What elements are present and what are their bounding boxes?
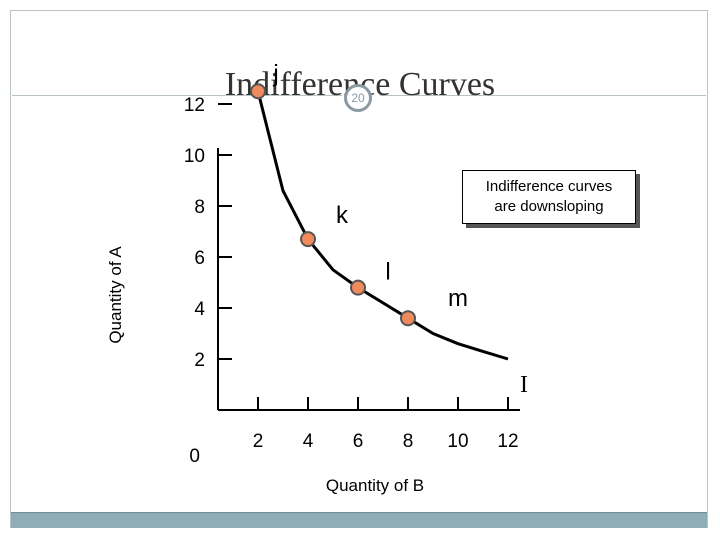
footer-bar [11, 512, 707, 528]
axes: 0 2 4 6 8 10 12 2 4 6 8 10 12 [184, 95, 520, 467]
y-tick-label-0: 0 [189, 446, 200, 467]
y-axis-label: Quantity of A [106, 246, 125, 344]
x-tick-label-12: 12 [497, 431, 518, 452]
curve-group: I [256, 90, 528, 398]
y-tick-label-10: 10 [184, 146, 205, 167]
point-k [300, 231, 316, 248]
y-tick-label-2: 2 [194, 350, 205, 371]
x-tick-label-6: 6 [353, 431, 364, 452]
point-label-k: k [336, 202, 349, 229]
curve-label-I: I [520, 372, 528, 398]
y-tick-label-8: 8 [194, 197, 205, 218]
x-tick-label-4: 4 [303, 431, 314, 452]
title-rule-right [380, 95, 706, 96]
point-label-j: j [272, 60, 278, 87]
title-rule-left [12, 95, 342, 96]
callout-box: Indifference curves are downsloping [462, 170, 636, 224]
y-tick-label-12: 12 [184, 95, 205, 116]
points-group: j k l m [250, 60, 468, 327]
point-m [400, 310, 416, 327]
callout-line1: Indifference curves [485, 178, 613, 195]
y-tick-label-6: 6 [194, 248, 205, 269]
point-label-l: l [385, 259, 390, 286]
point-label-m: m [448, 285, 468, 312]
y-tick-label-4: 4 [194, 299, 205, 320]
indifference-curve [256, 90, 509, 361]
page-number-badge: 20 [344, 84, 372, 112]
point-l [350, 279, 366, 296]
x-tick-label-8: 8 [403, 431, 414, 452]
callout-line2: are downsloping [494, 198, 604, 215]
x-axis-label: Quantity of B [326, 476, 424, 495]
point-j [250, 83, 266, 100]
x-tick-label-2: 2 [253, 431, 264, 452]
x-tick-label-10: 10 [447, 431, 468, 452]
